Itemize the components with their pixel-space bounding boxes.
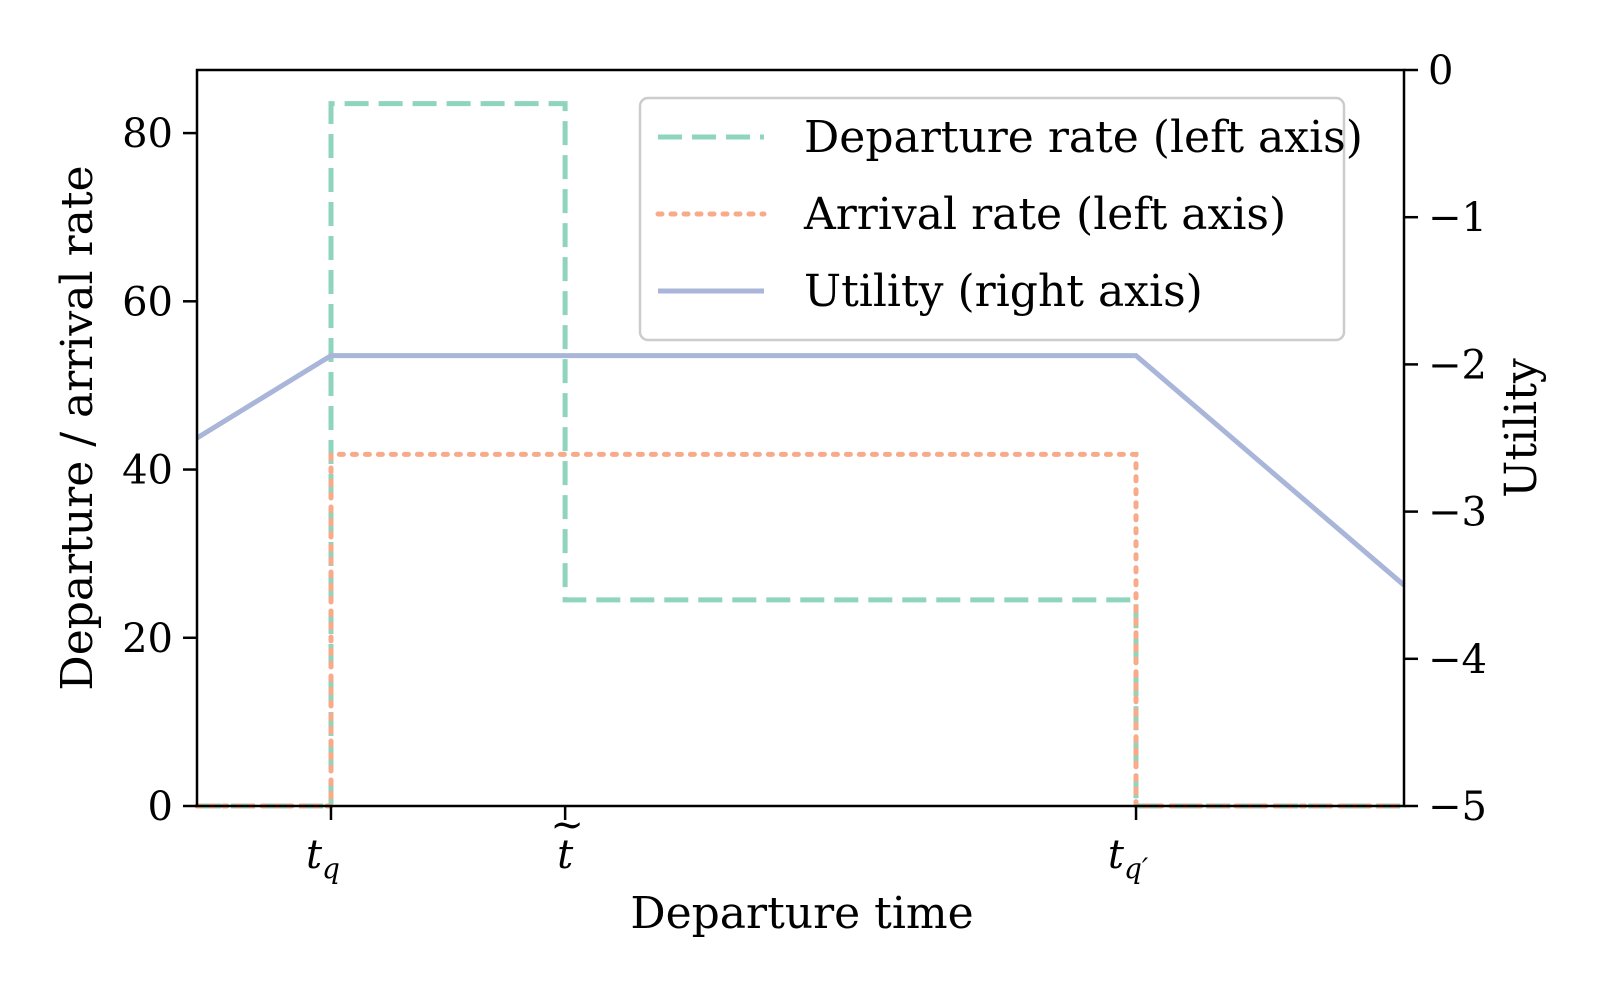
- legend: Departure rate (left axis) Arrival rate (…: [638, 96, 1363, 342]
- series-layer: [194, 101, 1407, 809]
- axes-layer: [195, 68, 1406, 808]
- left-y-tick-label: 0: [148, 784, 173, 830]
- x-tick-label: tq′: [1108, 832, 1149, 885]
- legend-label-utility-right-axis: Utility (right axis): [804, 266, 1203, 317]
- legend-label-departure-rate-left-axis: Departure rate (left axis): [804, 112, 1363, 163]
- plot-frame: [195, 68, 1406, 808]
- right-y-tick-label: −2: [1428, 342, 1487, 388]
- right-y-tick-label: −1: [1428, 195, 1487, 241]
- legend-label-arrival-rate-left-axis: Arrival rate (left axis): [803, 189, 1286, 240]
- left-y-tick-label: 80: [122, 111, 173, 157]
- series-utility-right-axis: [195, 353, 1406, 588]
- ticks-layer: 0 20 40 60 80 0 −1 −2 −3 −4 −5 tq t~ tq′: [122, 48, 1487, 885]
- right-y-tick-label: 0: [1428, 48, 1453, 94]
- left-y-tick-label: 60: [122, 279, 173, 325]
- left-y-tick-label: 40: [122, 448, 173, 494]
- series-arrival-rate-left-axis: [194, 451, 1407, 809]
- x-tick-label: tq: [306, 832, 340, 885]
- x-axis-title: Departure time: [630, 888, 973, 939]
- left-y-tick-label: 20: [122, 616, 173, 662]
- x-tick-label: t: [557, 832, 574, 878]
- legend-box: [638, 96, 1346, 342]
- x-tick-tilde: ~: [550, 802, 584, 848]
- right-y-axis-title: Utility: [1496, 358, 1547, 498]
- right-y-tick-label: −3: [1428, 490, 1487, 536]
- left-y-axis-title: Departure / arrival rate: [52, 165, 103, 690]
- legend-items: Departure rate (left axis) Arrival rate (…: [655, 112, 1363, 317]
- right-y-tick-label: −5: [1428, 784, 1487, 830]
- right-y-tick-label: −4: [1428, 637, 1487, 683]
